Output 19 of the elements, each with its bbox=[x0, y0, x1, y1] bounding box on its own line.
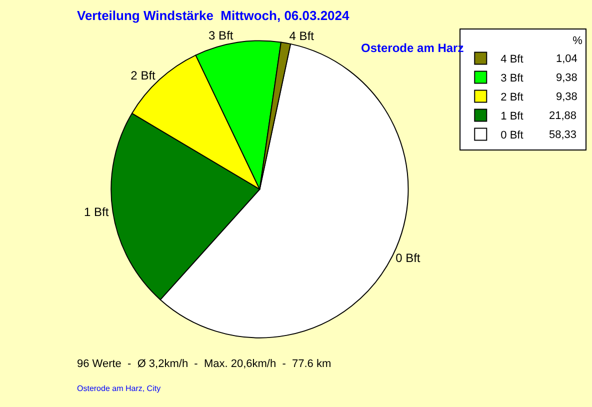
slice-label: 2 Bft bbox=[130, 68, 156, 83]
data-label: 9,38 bbox=[556, 91, 578, 103]
slice-label: 3 Bft bbox=[208, 28, 234, 43]
slice-label: 0 Bft bbox=[396, 251, 421, 266]
legend-label: 3 Bft bbox=[500, 72, 524, 85]
text: Osterode am Harz, City bbox=[77, 384, 161, 393]
legend-label: 2 Bft bbox=[500, 92, 524, 104]
legend-title: % bbox=[462, 34, 583, 47]
legend-label: 1 Bft bbox=[500, 110, 524, 123]
slice-label: 1 Bft bbox=[84, 204, 110, 219]
data-label: 9,38 bbox=[556, 72, 578, 84]
text: 96 Werte - Ø 3,2km/h - Max. 20,6km/h - 77.6 km bbox=[77, 358, 332, 370]
data-label: 1,04 bbox=[556, 53, 578, 65]
slice-label: 4 Bft bbox=[289, 29, 315, 44]
chart-title: Verteilung Windstärke Mittwoch, 06.03.2024 bbox=[77, 8, 350, 23]
data-label: 21,88 bbox=[549, 110, 577, 122]
legend-label: 0 Bft bbox=[500, 130, 524, 142]
data-label: 58,33 bbox=[549, 129, 577, 141]
legend-label: 4 Bft bbox=[500, 54, 524, 66]
